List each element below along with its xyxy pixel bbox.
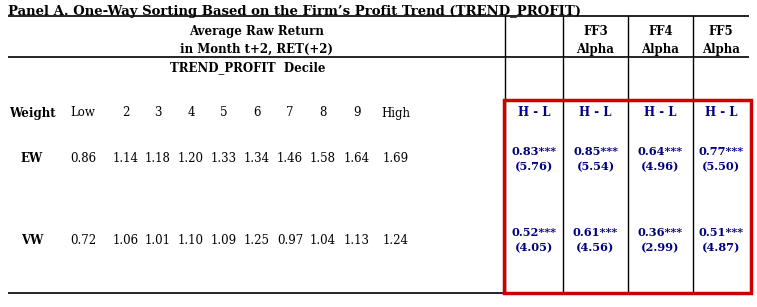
Text: Average Raw Return
in Month t+2, RET(+2): Average Raw Return in Month t+2, RET(+2) <box>180 25 333 56</box>
Text: 7: 7 <box>286 107 294 119</box>
Text: 6: 6 <box>254 107 260 119</box>
Text: FF4
Alpha: FF4 Alpha <box>642 25 680 56</box>
Text: 1.24: 1.24 <box>383 234 409 247</box>
Text: 1.04: 1.04 <box>310 234 336 247</box>
Text: 1.13: 1.13 <box>344 234 370 247</box>
Text: 0.72: 0.72 <box>70 234 96 247</box>
Text: 3: 3 <box>154 107 162 119</box>
Text: 1.10: 1.10 <box>178 234 204 247</box>
Text: 1.06: 1.06 <box>113 234 139 247</box>
Text: 1.69: 1.69 <box>383 153 409 165</box>
Text: EW: EW <box>21 153 43 165</box>
Text: 1.58: 1.58 <box>310 153 336 165</box>
Text: 1.25: 1.25 <box>244 234 270 247</box>
Text: 1.34: 1.34 <box>244 153 270 165</box>
Text: 4: 4 <box>187 107 195 119</box>
Text: 0.51***
(4.87): 0.51*** (4.87) <box>699 227 743 253</box>
Text: 0.83***
(5.76): 0.83*** (5.76) <box>512 146 556 172</box>
Text: 0.36***
(2.99): 0.36*** (2.99) <box>638 227 683 253</box>
Text: 0.77***
(5.50): 0.77*** (5.50) <box>699 146 743 172</box>
Text: High: High <box>382 107 410 119</box>
Text: 0.86: 0.86 <box>70 153 96 165</box>
Text: 8: 8 <box>319 107 327 119</box>
Text: 1.64: 1.64 <box>344 153 370 165</box>
Text: Weight: Weight <box>8 107 55 119</box>
Text: TREND_PROFIT  Decile: TREND_PROFIT Decile <box>170 61 326 74</box>
Text: 0.85***
(5.54): 0.85*** (5.54) <box>573 146 618 172</box>
Text: 1.09: 1.09 <box>211 234 237 247</box>
Text: 0.97: 0.97 <box>277 234 303 247</box>
Text: Low: Low <box>70 107 95 119</box>
Text: 0.64***
(4.96): 0.64*** (4.96) <box>638 146 683 172</box>
Text: FF5
Alpha: FF5 Alpha <box>702 25 740 56</box>
Text: 1.01: 1.01 <box>145 234 171 247</box>
Text: 2: 2 <box>123 107 129 119</box>
Text: Panel A. One-Way Sorting Based on the Firm’s Profit Trend (TREND_PROFIT): Panel A. One-Way Sorting Based on the Fi… <box>8 5 581 18</box>
Text: 1.18: 1.18 <box>145 153 171 165</box>
Text: H - L: H - L <box>579 107 612 119</box>
Text: 1.14: 1.14 <box>113 153 139 165</box>
Text: 5: 5 <box>220 107 228 119</box>
Text: 1.20: 1.20 <box>178 153 204 165</box>
Text: 1.33: 1.33 <box>211 153 237 165</box>
Text: 0.61***
(4.56): 0.61*** (4.56) <box>573 227 618 253</box>
Text: H - L: H - L <box>518 107 550 119</box>
Text: 1.46: 1.46 <box>277 153 303 165</box>
Text: H - L: H - L <box>705 107 737 119</box>
Text: FF3
Alpha: FF3 Alpha <box>577 25 615 56</box>
Text: 0.52***
(4.05): 0.52*** (4.05) <box>512 227 556 253</box>
Bar <box>503 100 750 293</box>
Text: H - L: H - L <box>644 107 677 119</box>
Text: 9: 9 <box>354 107 361 119</box>
Text: VW: VW <box>20 234 43 247</box>
